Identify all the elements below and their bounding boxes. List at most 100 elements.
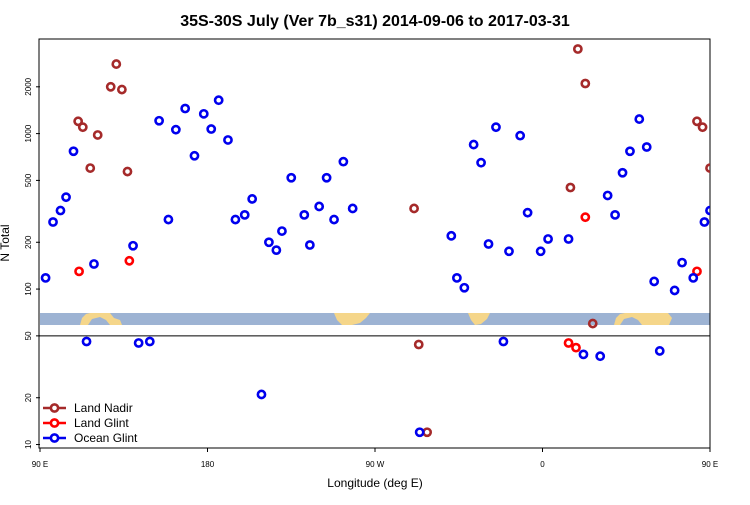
land-glint-point: [124, 255, 135, 266]
ocean-glint-point: [522, 207, 533, 218]
ocean-glint-point: [476, 157, 486, 168]
land-nadir-point: [73, 116, 84, 127]
y-tick-label: 10: [24, 440, 33, 449]
x-tick-label: 90 E: [702, 460, 718, 469]
y-tick-label: 50: [24, 331, 33, 340]
ocean-glint-point: [543, 234, 553, 244]
ocean-glint-point: [189, 150, 200, 161]
ocean-glint-point: [198, 108, 209, 119]
ocean-glint-point: [68, 146, 79, 157]
ocean-glint-point: [223, 135, 233, 145]
land-nadir-point: [587, 318, 598, 329]
ocean-band: [40, 313, 710, 325]
y-tick-label: 2000: [24, 77, 33, 95]
ocean-glint-point: [48, 217, 58, 227]
ocean-glint-point: [271, 245, 282, 256]
x-tick-label: 90 E: [32, 460, 48, 469]
x-tick-label: 0: [540, 460, 545, 469]
land-nadir-point: [422, 427, 433, 438]
land-nadir-point: [85, 163, 96, 173]
ocean-glint-point: [314, 201, 325, 212]
land-nadir-point: [111, 59, 122, 69]
land-patch-south-america: [334, 313, 370, 325]
ocean-glint-point: [321, 172, 332, 183]
y-tick-label: 100: [24, 282, 33, 296]
legend-item-ocean-glint: Ocean Glint: [43, 431, 138, 445]
ocean-glint-point: [578, 349, 589, 360]
land-glint-point: [74, 266, 84, 277]
legend-label: Ocean Glint: [74, 431, 138, 445]
land-nadir-point: [122, 166, 133, 177]
legend-swatch-marker: [49, 418, 60, 428]
ocean-glint-point: [230, 214, 241, 225]
ocean-glint-point: [625, 146, 635, 157]
ocean-glint-point: [498, 336, 509, 347]
legend-swatch-marker: [49, 403, 60, 413]
ocean-glint-point: [451, 272, 462, 283]
ocean-glint-point: [256, 389, 267, 400]
land-nadir-point: [105, 81, 116, 92]
ocean-glint-point: [213, 95, 224, 106]
land-nadir-point: [572, 44, 583, 54]
data-points: [40, 44, 710, 438]
land-nadir-point: [692, 116, 702, 127]
ocean-glint-point: [55, 205, 66, 216]
land-nadir-point: [705, 163, 710, 173]
ocean-glint-point: [595, 351, 606, 362]
legend-label: Land Nadir: [74, 401, 133, 415]
y-tick-label: 200: [24, 235, 33, 249]
land-nadir-point: [116, 84, 127, 95]
ocean-glint-point: [299, 209, 310, 220]
ocean-glint-point: [446, 230, 457, 241]
ocean-glint-point: [144, 336, 155, 347]
ocean-glint-point: [602, 190, 613, 201]
land-glint-point: [580, 212, 591, 223]
ocean-glint-point: [459, 282, 470, 293]
ocean-glint-point: [617, 167, 628, 178]
land-glint-point: [571, 342, 581, 353]
ocean-glint-point: [468, 139, 479, 150]
land-nadir-point: [697, 122, 708, 133]
ocean-glint-point: [483, 239, 494, 249]
y-tick-label: 500: [24, 173, 33, 187]
legend-item-land-nadir: Land Nadir: [43, 401, 133, 415]
ocean-glint-point: [277, 226, 287, 236]
ocean-glint-point: [699, 217, 710, 227]
ocean-glint-point: [688, 272, 699, 283]
land-patch-south-africa: [468, 313, 490, 325]
ocean-glint-point: [61, 192, 71, 203]
ocean-glint-point: [705, 205, 710, 216]
y-tick-label: 1000: [24, 124, 33, 142]
ocean-glint-point: [170, 124, 181, 135]
ocean-glint-point: [206, 124, 217, 134]
ocean-glint-point: [338, 156, 349, 167]
y-tick-label: 20: [24, 393, 33, 402]
legend-swatch-marker: [49, 433, 60, 443]
land-nadir-point: [77, 122, 88, 133]
ocean-glint-point: [180, 103, 191, 114]
land-nadir-point: [580, 78, 591, 89]
ocean-glint-point: [304, 240, 315, 250]
plot-frame: [38, 38, 711, 449]
y-axis: 10 20 50 100 200 500 1000 2000: [24, 77, 40, 449]
land-ocean-strip: [40, 313, 710, 325]
legend-label: Land Glint: [74, 416, 129, 430]
x-tick-label: 90 W: [366, 460, 385, 469]
chart-title: 35S-30S July (Ver 7b_s31) 2014-09-06 to …: [180, 13, 570, 30]
ocean-glint-point: [264, 237, 274, 248]
ocean-glint-point: [128, 240, 138, 251]
legend-item-land-glint: Land Glint: [43, 416, 129, 430]
ocean-glint-point: [40, 272, 51, 283]
ocean-glint-point: [634, 114, 645, 124]
land-nadir-point: [565, 182, 576, 193]
x-axis: 90 E 180 90 W 0 90 E: [32, 448, 718, 469]
ocean-glint-point: [677, 257, 687, 268]
y-axis-label: N Total: [0, 224, 12, 261]
ocean-glint-point: [89, 259, 99, 269]
ocean-glint-point: [515, 130, 526, 141]
x-tick-label: 180: [201, 460, 215, 469]
ocean-glint-point: [654, 346, 665, 356]
